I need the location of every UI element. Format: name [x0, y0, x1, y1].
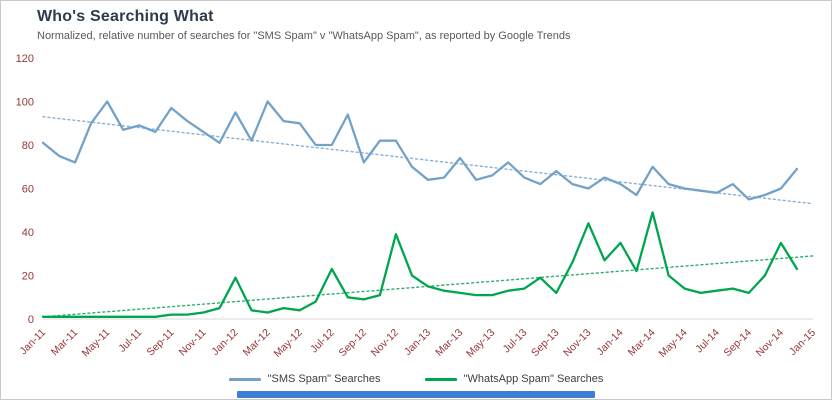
x-axis-tick-label: Jul-12	[308, 327, 337, 356]
x-axis-tick-label: Nov-12	[369, 327, 402, 360]
y-axis-tick-label: 20	[22, 271, 34, 283]
legend-label-sms: "SMS Spam" Searches	[267, 373, 381, 385]
y-axis-tick-label: 80	[22, 140, 34, 152]
legend-item-sms[interactable]: "SMS Spam" Searches	[228, 373, 381, 385]
x-axis-tick-label: May-11	[80, 327, 113, 360]
x-axis-tick-label: Nov-11	[177, 327, 209, 359]
x-axis-tick-label: May-14	[657, 327, 690, 360]
y-axis-tick-label: 40	[22, 227, 34, 239]
chart-title: Who's Searching What	[37, 8, 214, 25]
x-axis-tick-label: Jul-14	[693, 327, 722, 356]
x-axis-tick-label: Mar-13	[433, 327, 465, 359]
x-axis-tick-label: Sep-12	[337, 327, 370, 360]
sms-series-line	[41, 100, 799, 201]
x-axis-tick-label: Sep-11	[145, 327, 177, 359]
x-axis-tick-label: Mar-11	[49, 327, 81, 359]
x-axis-tick-label: Nov-13	[561, 327, 594, 360]
chart-header: Who's Searching What Normalized, relativ…	[37, 8, 570, 42]
y-axis-tick-label: 100	[16, 97, 34, 109]
x-axis-tick-label: Sep-14	[722, 327, 755, 360]
chart-legend: "SMS Spam" Searches "WhatsApp Spam" Sear…	[1, 373, 831, 385]
x-axis-tick-label: Nov-14	[754, 327, 787, 360]
x-axis-tick-label: Jan-14	[594, 327, 625, 358]
x-axis-tick-label: Jan-13	[402, 327, 433, 358]
y-axis-tick-label: 120	[16, 53, 34, 65]
chart-subtitle: Normalized, relative number of searches …	[37, 30, 571, 42]
horizontal-scrollbar-thumb[interactable]	[237, 391, 595, 398]
x-axis-tick-label: Jan-15	[787, 327, 818, 358]
y-axis-tick-label: 0	[28, 314, 34, 326]
x-axis-tick-label: Mar-12	[241, 327, 273, 359]
x-axis-tick-label: Jul-11	[116, 327, 144, 355]
x-axis-tick-label: Jan-12	[209, 327, 240, 358]
legend-label-whatsapp: "WhatsApp Spam" Searches	[463, 373, 604, 385]
y-axis-tick-label: 60	[22, 184, 34, 196]
x-axis-tick-label: Mar-14	[626, 327, 658, 359]
whatsapp-series-line	[41, 211, 799, 318]
x-axis-tick-label: May-13	[464, 327, 497, 360]
x-axis-tick-label: Jul-13	[501, 327, 530, 356]
whatsapp-line-swatch	[424, 377, 457, 381]
x-axis-tick-label: Jan-11	[17, 327, 48, 358]
x-axis-tick-label: May-12	[272, 327, 305, 360]
sms-line-swatch	[228, 377, 261, 381]
legend-item-whatsapp[interactable]: "WhatsApp Spam" Searches	[424, 373, 604, 385]
x-axis-tick-label: Sep-13	[529, 327, 562, 360]
